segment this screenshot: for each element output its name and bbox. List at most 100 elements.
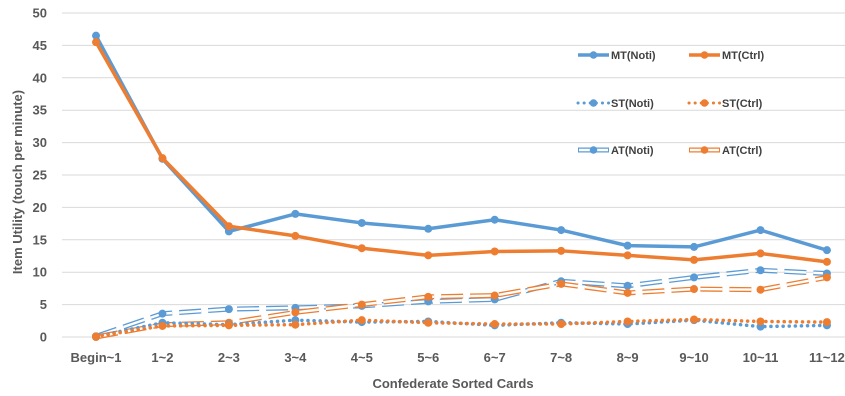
data-point (756, 285, 765, 294)
data-point (424, 318, 433, 327)
y-tick-label: 15 (33, 232, 47, 247)
legend-label: ST(Noti) (611, 98, 654, 110)
data-point (756, 249, 765, 258)
legend-item: AT(Noti) (578, 145, 654, 157)
y-tick-label: 20 (33, 200, 47, 215)
series-MT(Ctrl) (92, 38, 831, 266)
legend-item: MT(Ctrl) (689, 50, 764, 62)
series-AT(Ctrl) (92, 273, 831, 341)
data-point (756, 226, 765, 235)
y-tick-label: 50 (33, 6, 47, 21)
series-lines (92, 31, 831, 341)
data-point (490, 215, 499, 224)
legend-marker (589, 146, 598, 154)
x-tick-label: 10~11 (743, 350, 779, 365)
data-point (490, 320, 499, 329)
data-point (92, 332, 100, 341)
y-tick-label: 35 (33, 103, 47, 118)
data-point (224, 305, 233, 314)
data-point (490, 291, 499, 300)
data-point (291, 231, 300, 240)
x-tick-label: 3~4 (284, 350, 307, 365)
legend-marker (589, 51, 598, 59)
data-point (357, 244, 366, 253)
legend-label: AT(Noti) (611, 145, 654, 157)
legend-marker (700, 146, 709, 154)
data-point (822, 246, 831, 255)
y-axis-title: Item Utility (touch per minute) (10, 90, 25, 274)
x-tick-label: 9~10 (679, 350, 708, 365)
series-AT(Noti) (92, 266, 831, 341)
series-ST(Ctrl) (92, 315, 831, 341)
data-point (756, 317, 765, 326)
legend-item: AT(Ctrl) (689, 145, 762, 157)
data-point (291, 209, 300, 218)
data-point (623, 251, 632, 260)
legend-item: ST(Ctrl) (687, 98, 763, 110)
data-point (291, 308, 300, 317)
data-point (357, 218, 366, 227)
x-tick-label: 2~3 (218, 350, 240, 365)
data-point (623, 241, 632, 250)
series-line (94, 34, 828, 252)
legend-label: MT(Noti) (611, 50, 656, 62)
legend-item: ST(Noti) (576, 98, 654, 110)
y-tick-label: 5 (40, 297, 47, 312)
data-point (690, 315, 699, 324)
data-point (557, 226, 566, 235)
legend-label: MT(Ctrl) (722, 50, 764, 62)
legend-item: MT(Noti) (578, 50, 656, 62)
y-tick-label: 40 (33, 70, 47, 85)
x-tick-label: 8~9 (617, 350, 639, 365)
y-tick-label: 0 (40, 330, 47, 345)
data-point (424, 251, 433, 260)
legend: MT(Noti) MT(Ctrl) ST(Noti) ST(Ctrl) AT(Noti)… (576, 50, 764, 157)
data-point (291, 320, 300, 329)
data-point (158, 321, 167, 330)
y-tick-label: 25 (33, 168, 47, 183)
data-point (690, 242, 699, 251)
data-point (357, 300, 366, 309)
data-point (756, 266, 765, 275)
data-point (690, 255, 699, 264)
series-line (95, 274, 828, 340)
data-point (690, 285, 699, 294)
data-point (92, 38, 100, 47)
series-line-inner (95, 276, 828, 339)
x-tick-label: 1~2 (151, 350, 173, 365)
gridlines (62, 12, 845, 338)
legend-label: ST(Ctrl) (722, 98, 763, 110)
data-point (557, 279, 566, 288)
data-point (690, 273, 699, 282)
data-point (623, 281, 632, 290)
data-point (557, 246, 566, 255)
x-axis-title: Confederate Sorted Cards (372, 376, 533, 391)
data-point (92, 31, 100, 40)
x-tick-label: 7~8 (550, 350, 572, 365)
data-point (822, 318, 831, 327)
y-tick-label: 10 (33, 265, 47, 280)
legend-marker (700, 99, 709, 107)
legend-marker (700, 51, 709, 59)
data-point (822, 273, 831, 282)
x-axis-ticks: Begin~1 1~2 2~3 3~4 4~5 5~6 6~7 7~8 8~9 9~10 10~11… (71, 350, 845, 365)
legend-label: AT(Ctrl) (722, 145, 762, 157)
data-point (357, 316, 366, 325)
data-point (224, 321, 233, 330)
x-tick-label: 5~6 (417, 350, 439, 365)
x-tick-label: Begin~1 (71, 350, 122, 365)
data-point (424, 224, 433, 233)
data-point (158, 309, 167, 318)
data-point (623, 317, 632, 326)
y-axis-ticks: 0 5 10 15 20 25 30 35 40 45 50 (33, 6, 47, 345)
y-tick-label: 30 (33, 135, 47, 150)
data-point (490, 247, 499, 256)
legend-marker (589, 99, 598, 107)
series-line-inner (95, 269, 828, 338)
x-tick-label: 11~12 (809, 350, 845, 365)
data-point (224, 222, 233, 231)
series-line (94, 41, 828, 264)
data-point (158, 154, 167, 163)
y-tick-label: 45 (33, 38, 47, 53)
